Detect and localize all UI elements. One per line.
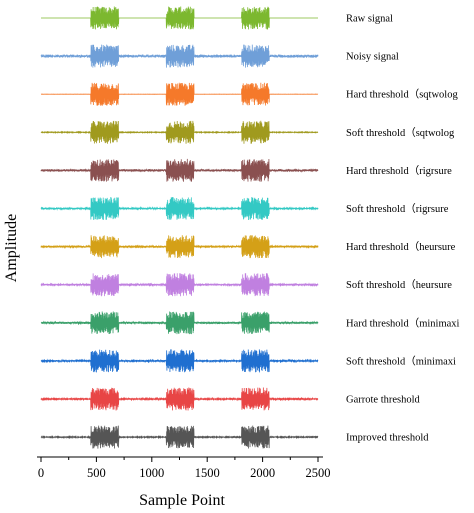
trace-10	[40, 349, 319, 373]
x-tick-label-500: 500	[87, 466, 106, 480]
x-tick-label-1500: 1500	[195, 466, 220, 480]
trace-11	[40, 387, 319, 411]
y-axis-title: Amplitude	[3, 214, 20, 282]
x-axis-title: Sample Point	[139, 492, 225, 509]
trace-label-5: Hard threshold（rigrsure	[346, 165, 452, 177]
trace-label-11: Garrote threshold	[346, 395, 421, 406]
trace-label-10: Soft threshold（minimaxi	[346, 355, 456, 367]
trace-label-3: Hard threshold（sqtwolog	[346, 89, 458, 101]
trace-label-9: Hard threshold（minimaxi	[346, 317, 460, 329]
x-tick-label-2000: 2000	[250, 466, 275, 480]
trace-labels: Raw signal Noisy signal Hard threshold（sqt…	[346, 14, 460, 444]
trace-label-1: Raw signal	[346, 14, 393, 25]
trace-label-8: Soft threshold（heursure	[346, 279, 452, 291]
trace-4	[40, 120, 319, 144]
trace-9	[40, 311, 319, 335]
x-tick-label-2500: 2500	[306, 466, 331, 480]
trace-label-6: Soft threshold（rigrsure	[346, 203, 449, 215]
trace-label-4: Soft threshold（sqtwolog	[346, 127, 455, 139]
trace-3	[40, 82, 319, 106]
trace-12	[40, 425, 319, 449]
trace-8	[40, 273, 319, 297]
trace-1	[41, 6, 318, 30]
trace-label-12: Improved threshold	[346, 433, 429, 444]
signal-traces	[40, 6, 319, 449]
x-tick-label-0: 0	[38, 466, 44, 480]
trace-7	[40, 235, 319, 259]
x-tick-label-1000: 1000	[139, 466, 164, 480]
trace-5	[40, 158, 319, 182]
trace-2	[40, 44, 319, 68]
trace-label-2: Noisy signal	[346, 52, 399, 63]
trace-label-7: Hard threshold（heursure	[346, 241, 456, 253]
x-axis-ticks: 0 500 1000 1500 2000 2500	[38, 457, 331, 480]
trace-6	[40, 197, 319, 220]
